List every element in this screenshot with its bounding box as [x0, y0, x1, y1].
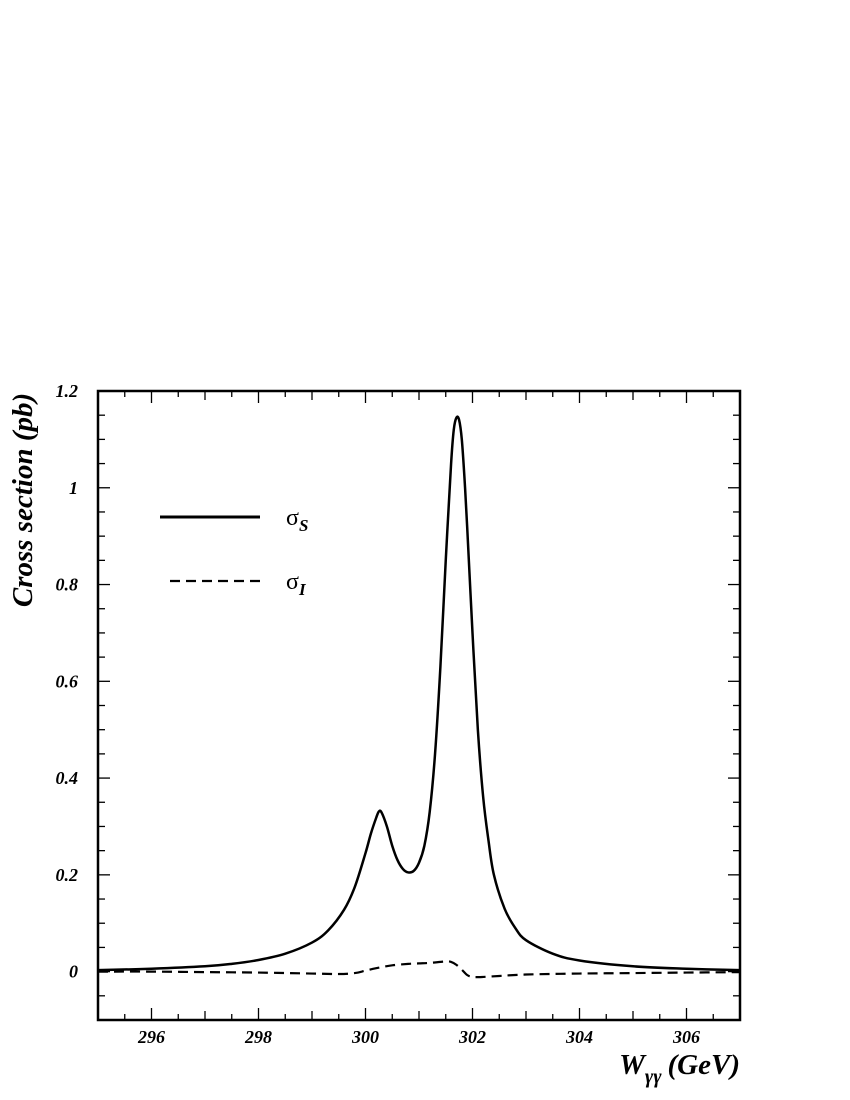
legend-subscript: I — [298, 580, 307, 599]
y-axis-ticks: 0 0.2 0.4 0.6 0.8 1 1.2 — [56, 381, 740, 1021]
x-tick-label: 302 — [458, 1027, 486, 1047]
y-tick-label: 0.4 — [56, 768, 79, 788]
y-axis-title: Cross section (pb) — [7, 393, 39, 607]
y-tick-label: 0 — [69, 962, 78, 982]
y-tick-label: 1 — [69, 478, 78, 498]
x-tick-label: 306 — [672, 1027, 700, 1047]
y-tick-label: 1.2 — [56, 381, 79, 401]
x-axis-title: Wγγ (GeV) — [619, 1049, 740, 1088]
x-tick-label: 300 — [351, 1027, 379, 1047]
legend-symbol: σ — [286, 505, 299, 531]
series-layer — [97, 415, 741, 979]
x-tick-label: 304 — [565, 1027, 593, 1047]
x-axis-title-unit: (GeV) — [668, 1049, 740, 1081]
x-tick-label: 296 — [137, 1027, 165, 1047]
plot-frame — [96, 389, 742, 1022]
legend-label-sigma-s: σS — [286, 505, 308, 535]
y-tick-label: 0.8 — [56, 575, 79, 595]
x-tick-label: 298 — [244, 1027, 272, 1047]
series-line-sigma-s — [97, 415, 741, 972]
legend-label-sigma-i: σI — [286, 569, 307, 599]
x-axis-ticks: 296 298 300 302 304 306 — [97, 391, 741, 1047]
legend-subscript: S — [299, 516, 308, 535]
x-axis-title-main: W — [619, 1049, 647, 1081]
series-line-sigma-i — [97, 960, 741, 979]
legend-symbol: σ — [286, 569, 299, 595]
y-tick-label: 0.6 — [56, 671, 79, 691]
y-tick-label: 0.2 — [56, 865, 79, 885]
x-axis-title-subscript: γγ — [645, 1066, 662, 1088]
